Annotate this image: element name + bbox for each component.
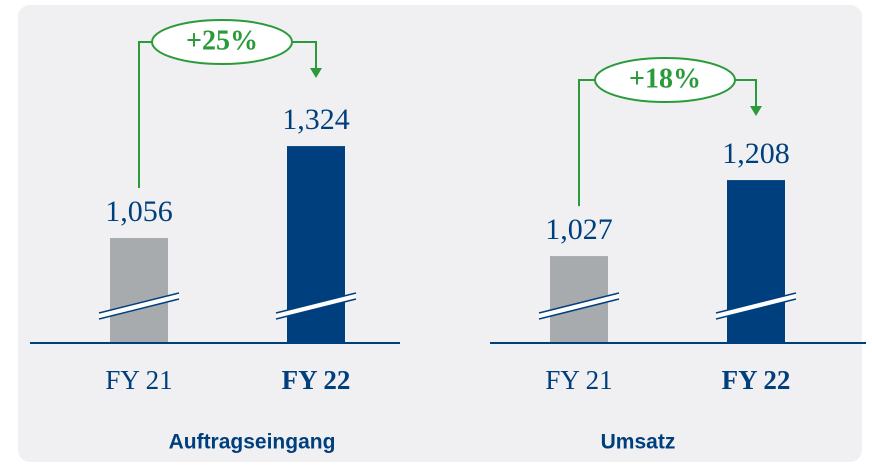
axis-break-line xyxy=(538,298,620,320)
annotation: +18% xyxy=(629,63,701,94)
annotation-bracket xyxy=(578,79,595,207)
annotation-arrow xyxy=(310,68,322,78)
axis-break-line xyxy=(275,298,357,320)
x-tick-label: FY 21 xyxy=(545,365,612,395)
x-tick-label: FY 21 xyxy=(105,365,172,395)
annotation-bracket xyxy=(138,41,152,189)
axis-break xyxy=(99,293,179,319)
annotation-ellipse xyxy=(594,57,736,103)
axis-break-line xyxy=(715,298,797,320)
background xyxy=(18,5,862,462)
axis-break-line xyxy=(538,292,620,314)
bar xyxy=(727,180,785,343)
axis-title: Auftragseingang xyxy=(169,431,336,454)
x-tick-label: FY 22 xyxy=(282,365,351,395)
value-label: 1,027 xyxy=(545,213,613,246)
axis-break-line xyxy=(715,292,797,314)
axis-break-line xyxy=(98,298,180,320)
annotation-arrow xyxy=(750,106,762,116)
axis-break xyxy=(276,293,356,319)
axis-break xyxy=(716,293,796,319)
annotation-bracket xyxy=(735,79,757,108)
axis-break-line xyxy=(275,292,357,314)
axis-break xyxy=(539,293,619,319)
value-label: 1,208 xyxy=(722,137,790,170)
annotation-bracket xyxy=(292,41,317,70)
annotation: +25% xyxy=(186,25,258,56)
axis-break-line xyxy=(98,292,180,314)
value-label: 1,056 xyxy=(105,195,173,228)
annotation-ellipse xyxy=(151,19,293,65)
x-tick-label: FY 22 xyxy=(722,365,791,395)
bar xyxy=(110,238,168,343)
axis-title: Umsatz xyxy=(601,431,676,454)
value-label: 1,324 xyxy=(282,103,350,136)
